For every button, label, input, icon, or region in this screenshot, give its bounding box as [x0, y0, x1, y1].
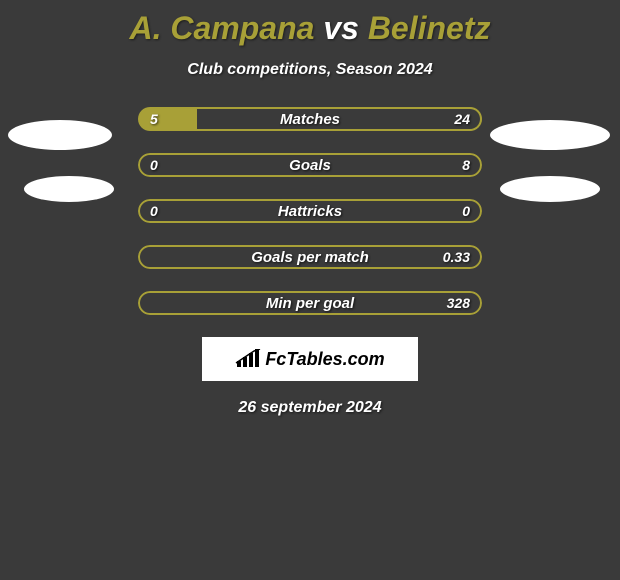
decorative-ellipse [490, 120, 610, 150]
comparison-infographic: A. Campana vs Belinetz Club competitions… [0, 0, 620, 580]
decorative-ellipse [24, 176, 114, 202]
bar-label: Hattricks [138, 199, 482, 223]
decorative-ellipse [8, 120, 112, 150]
subtitle: Club competitions, Season 2024 [0, 61, 620, 79]
logo: FcTables.com [235, 349, 384, 370]
logo-box: FcTables.com [202, 337, 418, 381]
player1-name: A. Campana [130, 10, 315, 46]
bar-right-value: 328 [447, 291, 470, 315]
bar-right-value: 0.33 [443, 245, 470, 269]
logo-text: FcTables.com [265, 349, 384, 370]
vs-text: vs [323, 10, 359, 46]
stat-bar-row: 0Goals8 [138, 153, 482, 177]
bar-right-value: 24 [454, 107, 470, 131]
bar-right-value: 0 [462, 199, 470, 223]
bar-label: Min per goal [138, 291, 482, 315]
player2-name: Belinetz [368, 10, 491, 46]
stat-bar-row: Goals per match0.33 [138, 245, 482, 269]
date-text: 26 september 2024 [0, 399, 620, 417]
stat-bar-row: 0Hattricks0 [138, 199, 482, 223]
stat-bars: 5Matches240Goals80Hattricks0Goals per ma… [138, 107, 482, 315]
bar-label: Matches [138, 107, 482, 131]
page-title: A. Campana vs Belinetz [0, 0, 620, 47]
decorative-ellipse [500, 176, 600, 202]
stat-bar-row: Min per goal328 [138, 291, 482, 315]
bar-label: Goals [138, 153, 482, 177]
stat-bar-row: 5Matches24 [138, 107, 482, 131]
bar-chart-icon [235, 349, 261, 369]
bar-label: Goals per match [138, 245, 482, 269]
bar-right-value: 8 [462, 153, 470, 177]
